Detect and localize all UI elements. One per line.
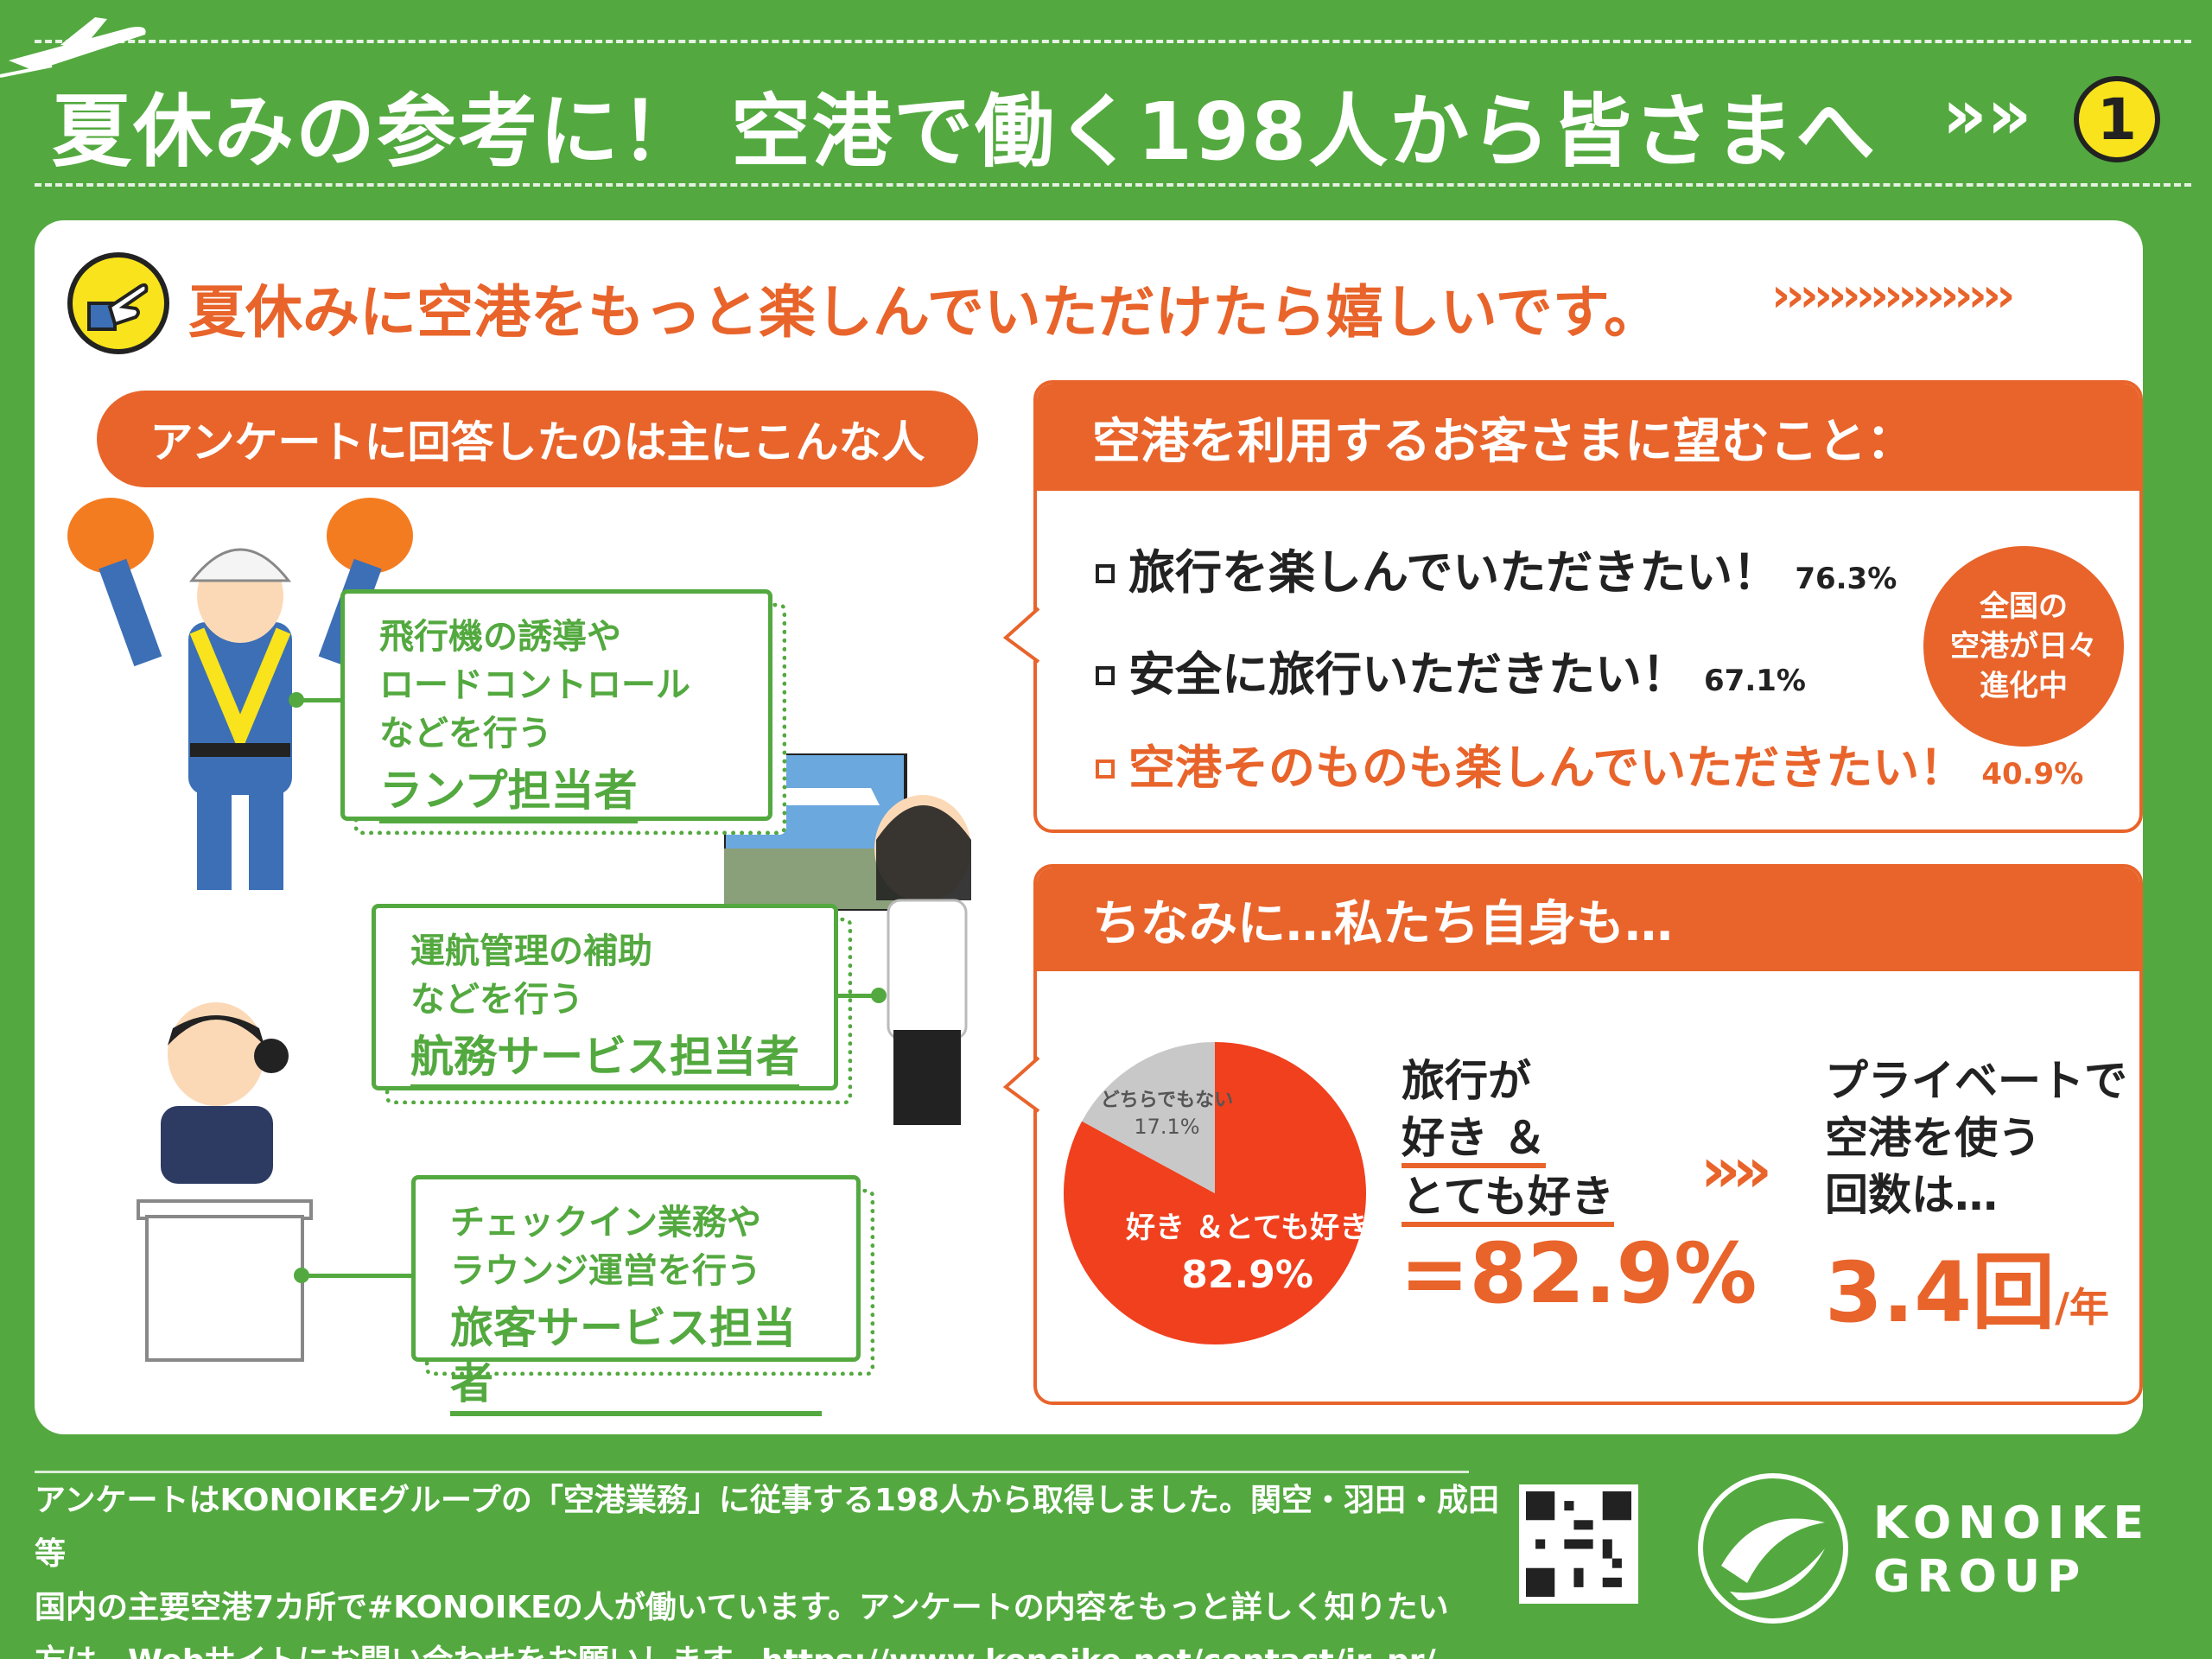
- connector-dot: [871, 988, 887, 1003]
- role-card-face: 飛行機の誘導や ロードコントロール などを行う ランプ担当者: [340, 589, 772, 823]
- brand-name: KONOIKE GROUP: [1873, 1497, 2151, 1604]
- role-desc-2: などを行う: [410, 980, 583, 1020]
- label-line: 好き ＆: [1402, 1113, 1547, 1168]
- role-name: ランプ担当者: [379, 763, 638, 823]
- header-dash-top: [35, 40, 2191, 43]
- label-line: とても好き: [1402, 1172, 1614, 1227]
- nationwide-badge: 全国の 空港が日々 進化中: [1923, 546, 2124, 747]
- badge-line: 空港が日々: [1950, 629, 2097, 664]
- qr-code-icon[interactable]: [1519, 1484, 1638, 1604]
- visits-unit: /年: [2055, 1284, 2109, 1331]
- checkbox-icon: [1096, 666, 1115, 685]
- ourselves-speech-tail: [1002, 1056, 1040, 1113]
- header-dash-bottom: [35, 183, 2191, 187]
- wish-text: 安全に旅行いただきたい！: [1128, 647, 1688, 702]
- respondents-heading: アンケートに回答したのは主にこんな人: [97, 391, 978, 487]
- footer-line: 方は、Webサイトにお問い合わせをお願いします。https://www.kono…: [35, 1635, 1503, 1659]
- role-name: 航務サービス担当者: [410, 1029, 799, 1090]
- label-line: 空港を使う: [1825, 1113, 2041, 1163]
- role-card-ramp: 飛行機の誘導や ロードコントロール などを行う ランプ担当者: [340, 589, 786, 835]
- wish-pct: 67.1%: [1704, 664, 1806, 698]
- pie-value-0: 82.9%: [1181, 1253, 1313, 1297]
- wish-item: 空港そのものも楽しんでいただきたい！ 40.9%: [1096, 729, 2083, 798]
- label-line: 旅行が: [1402, 1056, 1531, 1106]
- brand-line: GROUP: [1873, 1551, 2088, 1603]
- connector-dot: [294, 1268, 309, 1283]
- travel-like-label: 旅行が 好き ＆ とても好き: [1402, 1052, 1614, 1227]
- role-card-passenger: チェックイン業務や ラウンジ運営を行う 旅客サービス担当者: [411, 1175, 874, 1416]
- role-desc-3: などを行う: [379, 714, 552, 753]
- role-name: 旅客サービス担当者: [450, 1300, 822, 1416]
- connector-ops: [838, 994, 876, 998]
- wishes-speech-tail: [1002, 607, 1040, 664]
- role-card-face: 運航管理の補助 などを行う 航務サービス担当者: [372, 904, 838, 1090]
- travel-like-value: =82.9%: [1400, 1225, 1758, 1322]
- airport-visits-value: 3.4回/年: [1825, 1225, 2109, 1345]
- pie-label-1: どちらでもない: [1101, 1090, 1233, 1111]
- label-line: プライベートで: [1825, 1056, 2127, 1106]
- role-desc-2: ロードコントロール: [379, 665, 690, 705]
- arrow-chevrons-icon: »»: [1700, 1134, 1772, 1206]
- wish-pct: 76.3%: [1795, 562, 1897, 596]
- title-chevron-icon: »»: [1942, 74, 2032, 155]
- pie-chart: 好き ＆とても好き 82.9% どちらでもない 17.1%: [1064, 1042, 1369, 1344]
- wish-pct: 40.9%: [1981, 757, 2084, 791]
- footer-line: アンケートはKONOIKEグループの「空港業務」に従事する198人から取得しまし…: [35, 1483, 1500, 1572]
- pie-label-0: 好き ＆とても好き: [1125, 1211, 1369, 1245]
- pointing-hand-icon: [67, 252, 169, 354]
- connector-dot: [289, 692, 304, 708]
- footer-line: 国内の主要空港7カ所で#KONOIKEの人が働いています。アンケートの内容をもっ…: [35, 1590, 1449, 1625]
- headline-chevrons-icon: ›››››››››››››››››: [1771, 268, 2015, 322]
- role-desc-1: 運航管理の補助: [410, 931, 652, 971]
- ourselves-heading: ちなみに…私たち自身も…: [1037, 868, 2139, 971]
- visits-number: 3.4回: [1825, 1244, 2056, 1341]
- role-card-ops: 運航管理の補助 などを行う 航務サービス担当者: [372, 904, 852, 1104]
- role-desc-1: チェックイン業務や: [450, 1203, 761, 1243]
- konoike-logo-icon: [1698, 1473, 1848, 1624]
- pie-slice-1: [1082, 1042, 1215, 1193]
- pie-value-1: 17.1%: [1134, 1115, 1199, 1139]
- role-card-face: チェックイン業務や ラウンジ運営を行う 旅客サービス担当者: [411, 1175, 861, 1416]
- role-desc-1: 飛行機の誘導や: [379, 617, 621, 657]
- headline: 夏休みに空港をもっと楽しんでいただけたら嬉しいです。: [188, 279, 1662, 346]
- wish-text: 旅行を楽しんでいただきたい！: [1128, 545, 1780, 600]
- footer-divider: [35, 1471, 1469, 1473]
- wishes-heading: 空港を利用するお客さまに望むこと：: [1037, 384, 2139, 491]
- wish-item: 旅行を楽しんでいただきたい！ 76.3%: [1096, 534, 1897, 602]
- badge-line: 全国の: [1980, 589, 2068, 624]
- checkin-staff-illustration: [137, 1002, 313, 1362]
- ramp-worker-illustration: [67, 498, 413, 890]
- wish-item: 安全に旅行いただきたい！ 67.1%: [1096, 636, 1806, 704]
- issue-number-badge: 1: [2074, 76, 2160, 162]
- label-line: 回数は…: [1825, 1170, 1998, 1220]
- airport-visits-label: プライベートで 空港を使う 回数は…: [1825, 1052, 2127, 1224]
- role-desc-2: ラウンジ運営を行う: [450, 1251, 761, 1291]
- brand-line: KONOIKE: [1873, 1497, 2152, 1549]
- checkbox-icon: [1096, 564, 1115, 583]
- page-title: 夏休みの参考に！ 空港で働く198人から皆さまへ: [52, 86, 1878, 178]
- footer-text: アンケートはKONOIKEグループの「空港業務」に従事する198人から取得しまし…: [35, 1474, 1503, 1659]
- badge-line: 進化中: [1980, 669, 2068, 703]
- checkbox-icon: [1096, 760, 1115, 779]
- wish-text: 空港そのものも楽しんでいただきたい！: [1128, 741, 1967, 795]
- connector-passenger: [304, 1274, 411, 1278]
- connector-ramp: [299, 698, 342, 702]
